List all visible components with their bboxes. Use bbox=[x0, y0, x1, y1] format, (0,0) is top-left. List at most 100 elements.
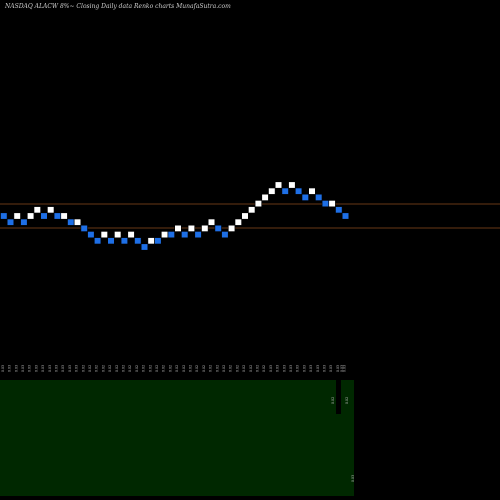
x-tick-label: 0.02 bbox=[175, 365, 179, 372]
x-tick-label: 0.02 bbox=[222, 365, 226, 372]
x-tick-label: 0.03 bbox=[343, 365, 347, 372]
renko-brick-up bbox=[228, 224, 236, 232]
renko-brick-up bbox=[13, 212, 21, 220]
x-tick-label: 0.03 bbox=[269, 365, 273, 372]
x-tick-label: 0.02 bbox=[88, 365, 92, 372]
renko-brick-down bbox=[321, 200, 330, 208]
renko-brick-up bbox=[328, 200, 336, 208]
renko-brick-down bbox=[0, 212, 8, 220]
renko-brick-down bbox=[20, 218, 28, 226]
renko-brick-down bbox=[214, 224, 222, 232]
x-tick-label: 0.03 bbox=[41, 365, 45, 372]
x-tick-label: 0.02 bbox=[229, 365, 233, 372]
x-tick-label: 0.03 bbox=[48, 365, 52, 372]
renko-brick-up bbox=[241, 212, 249, 220]
renko-brick-down bbox=[301, 193, 309, 201]
x-tick-label: 0.02 bbox=[215, 365, 219, 372]
x-tick-label: 0.03 bbox=[282, 365, 286, 372]
x-tick-label: 0.02 bbox=[101, 365, 105, 372]
renko-brick-down bbox=[315, 193, 323, 201]
chart-title: NASDAQ ALACW 8%~ Closing Daily data Renk… bbox=[4, 3, 231, 10]
x-tick-label: 0.02 bbox=[162, 365, 166, 372]
x-tick-label: 0.02 bbox=[148, 365, 152, 372]
x-tick-label: 0.03 bbox=[309, 365, 313, 372]
renko-brick-down bbox=[87, 231, 95, 239]
renko-brick-down bbox=[281, 187, 289, 195]
renko-brick-up bbox=[187, 224, 196, 232]
x-tick-label: 0.02 bbox=[81, 365, 85, 372]
renko-brick-down bbox=[120, 237, 128, 245]
renko-brick-down bbox=[107, 237, 115, 245]
x-tick-label: 0.02 bbox=[195, 365, 199, 372]
x-tick-label: 0.03 bbox=[276, 365, 280, 372]
volume-label: 0.02 bbox=[331, 397, 335, 404]
x-tick-label: 0.03 bbox=[14, 365, 18, 372]
x-tick-label: 0.03 bbox=[289, 365, 293, 372]
x-tick-label: 0.02 bbox=[122, 365, 126, 372]
x-tick-label: 0.02 bbox=[168, 365, 172, 372]
renko-brick-down bbox=[294, 187, 303, 195]
x-tick-label: 0.02 bbox=[262, 365, 266, 372]
renko-brick-up bbox=[26, 212, 35, 220]
renko-brick-up bbox=[114, 231, 122, 239]
renko-brick-up bbox=[174, 224, 182, 232]
renko-brick-up bbox=[60, 212, 68, 220]
renko-brick-down bbox=[40, 212, 48, 220]
renko-brick-down bbox=[53, 212, 61, 220]
x-tick-label: 0.02 bbox=[235, 365, 239, 372]
renko-brick-down bbox=[181, 231, 189, 239]
x-tick-label: 0.02 bbox=[108, 365, 112, 372]
x-tick-label: 0.03 bbox=[28, 365, 32, 372]
renko-brick-up bbox=[207, 218, 216, 226]
volume-label: 0.03 bbox=[351, 475, 355, 482]
renko-brick-down bbox=[134, 237, 142, 245]
x-tick-label: 0.03 bbox=[55, 365, 59, 372]
x-tick-label: 0.03 bbox=[8, 365, 12, 372]
x-tick-label: 0.03 bbox=[336, 365, 340, 372]
renko-brick-down bbox=[335, 206, 343, 214]
renko-brick-down bbox=[194, 231, 202, 239]
x-tick-label: 0.03 bbox=[316, 365, 320, 372]
renko-brick-down bbox=[221, 231, 229, 239]
renko-brick-down bbox=[94, 237, 102, 245]
volume-bar bbox=[336, 380, 341, 414]
x-tick-label: 0.02 bbox=[242, 365, 246, 372]
renko-brick-up bbox=[268, 187, 276, 195]
renko-brick-up bbox=[147, 237, 155, 245]
x-tick-label: 0.02 bbox=[256, 365, 260, 372]
x-tick-label: 0.03 bbox=[323, 365, 327, 372]
x-tick-label: 0.02 bbox=[95, 365, 99, 372]
renko-brick-down bbox=[6, 218, 15, 226]
x-tick-label: 0.03 bbox=[1, 365, 5, 372]
renko-brick-up bbox=[254, 200, 263, 208]
renko-brick-down bbox=[140, 243, 149, 251]
x-tick-label: 0.03 bbox=[329, 365, 333, 372]
x-tick-label: 0.02 bbox=[115, 365, 119, 372]
renko-brick-up bbox=[274, 181, 283, 189]
volume-panel: 0.02 0.02 0.03 bbox=[0, 380, 355, 496]
x-tick-label-last: 0.03 bbox=[340, 365, 344, 372]
renko-brick-up bbox=[33, 206, 41, 214]
renko-brick-down bbox=[80, 224, 88, 232]
x-tick-label: 0.03 bbox=[34, 365, 38, 372]
renko-brick-down bbox=[341, 212, 350, 220]
x-tick-label: 0.02 bbox=[142, 365, 146, 372]
renko-brick-up bbox=[288, 181, 296, 189]
renko-brick-up bbox=[73, 218, 82, 226]
renko-brick-up bbox=[234, 218, 242, 226]
renko-brick-up bbox=[308, 187, 316, 195]
x-tick-label: 0.02 bbox=[135, 365, 139, 372]
renko-brick-up bbox=[127, 231, 135, 239]
volume-area bbox=[0, 380, 354, 496]
renko-brick-up bbox=[100, 231, 108, 239]
x-tick-label: 0.03 bbox=[296, 365, 300, 372]
renko-brick-up bbox=[248, 206, 256, 214]
renko-brick-down bbox=[67, 218, 75, 226]
renko-brick-up bbox=[47, 206, 55, 214]
renko-brick-up bbox=[261, 193, 269, 201]
x-tick-label: 0.02 bbox=[189, 365, 193, 372]
volume-label: 0.02 bbox=[345, 397, 349, 404]
x-tick-label: 0.02 bbox=[128, 365, 132, 372]
renko-brick-down bbox=[167, 231, 175, 239]
